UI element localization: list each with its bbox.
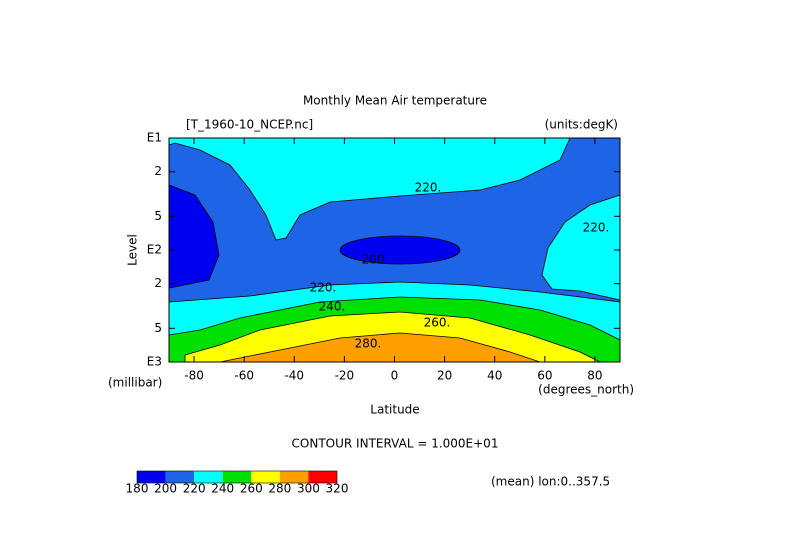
- footer: (mean) lon:0..357.5: [491, 475, 610, 489]
- contour-band: [219, 332, 541, 363]
- x-tick-label: 40: [487, 369, 502, 383]
- colorbar-frame: [136, 470, 338, 484]
- colorbar-label: 180: [126, 482, 149, 496]
- x-tick-label: -80: [184, 369, 204, 383]
- colorbar-swatch: [279, 471, 309, 483]
- y-unit: (millibar): [108, 376, 162, 390]
- y-tick-label: E1: [147, 131, 162, 145]
- contour-label: 220.: [310, 281, 337, 295]
- y-tick-label: 5: [154, 321, 162, 335]
- x-tick-label: 20: [437, 369, 452, 383]
- colorbar-label: 280: [268, 482, 291, 496]
- colorbar-swatch: [308, 471, 337, 483]
- colorbar-label: 300: [297, 482, 320, 496]
- units-label: (units:degK): [545, 118, 618, 132]
- y-tick-label: E2: [147, 243, 162, 257]
- contour-label: 220.: [583, 221, 610, 235]
- colorbar-swatch: [137, 471, 166, 483]
- colorbar-label: 220: [183, 482, 206, 496]
- colorbar-swatch: [222, 471, 252, 483]
- y-tick-label: 2: [154, 164, 162, 178]
- contour-band: [168, 137, 571, 241]
- y-axis-title: Level: [126, 234, 140, 266]
- colorbar-label: 320: [326, 482, 349, 496]
- x-axis-title: Latitude: [370, 403, 419, 417]
- colorbar-swatch: [165, 471, 195, 483]
- contour-band: [541, 194, 621, 301]
- colorbar-label: 260: [240, 482, 263, 496]
- contour-label: 280.: [355, 337, 382, 351]
- x-tick-label: 60: [537, 369, 552, 383]
- dataset-label: [T_1960-10_NCEP.nc]: [186, 118, 313, 132]
- contour-label: 200.: [362, 253, 389, 267]
- x-tick-label: -40: [284, 369, 304, 383]
- colorbar-swatch: [194, 471, 223, 483]
- x-tick-label: -20: [335, 369, 355, 383]
- x-unit: (degrees_north): [538, 383, 634, 397]
- y-tick-label: E3: [147, 355, 162, 369]
- colorbar-label: 200: [154, 482, 177, 496]
- chart-title: Monthly Mean Air temperature: [303, 94, 487, 108]
- colorbar-label: 240: [211, 482, 234, 496]
- contour-interval: CONTOUR INTERVAL = 1.000E+01: [292, 437, 499, 451]
- y-tick-label: 5: [154, 209, 162, 223]
- x-tick-label: 0: [391, 369, 399, 383]
- x-tick-label: -60: [234, 369, 254, 383]
- contour-label: 240.: [319, 300, 346, 314]
- y-tick-label: 2: [154, 276, 162, 290]
- contour-band: [339, 235, 461, 265]
- contour-label: 260.: [424, 316, 451, 330]
- contour-label: 220.: [415, 181, 442, 195]
- colorbar-swatch: [251, 471, 280, 483]
- x-tick-label: 80: [587, 369, 602, 383]
